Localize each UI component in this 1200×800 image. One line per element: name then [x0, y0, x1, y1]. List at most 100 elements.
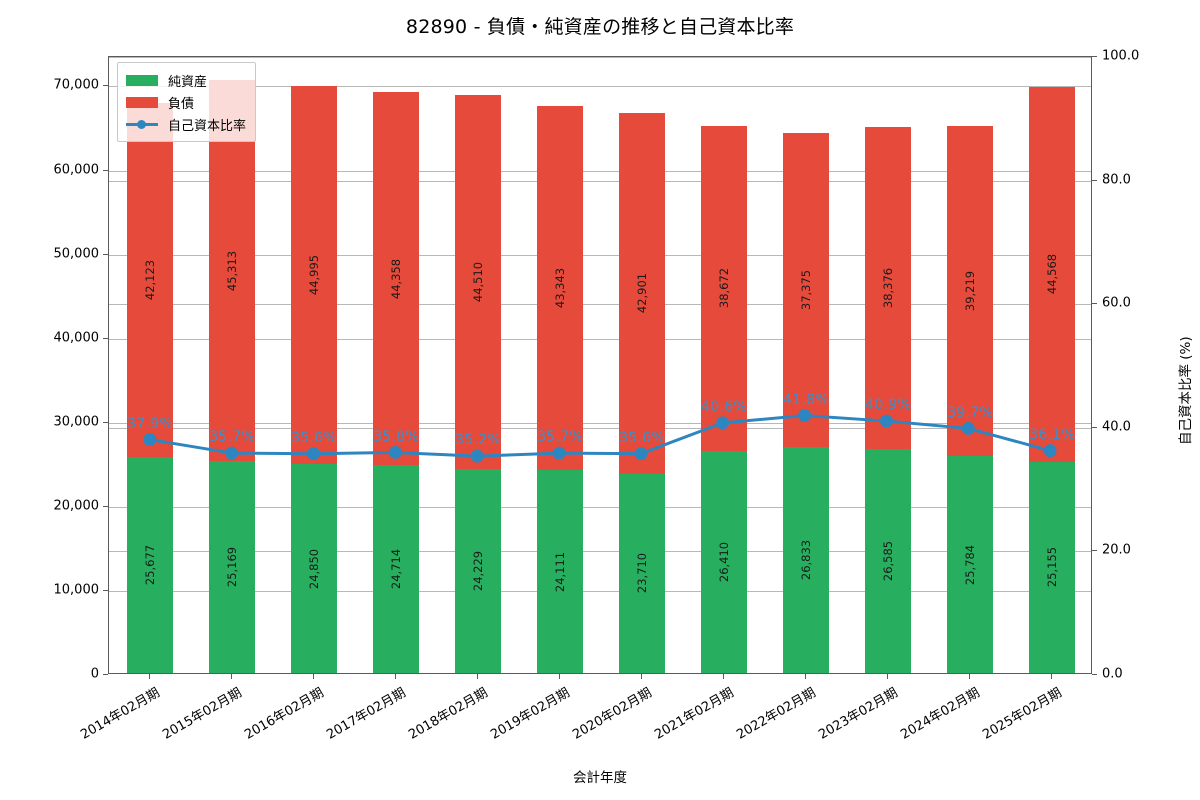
y-axis-left-tick — [103, 421, 108, 423]
bar-group[interactable]: 23,710 42,901 — [619, 55, 665, 673]
bar-group[interactable]: 26,833 37,375 — [783, 55, 829, 673]
bar-segment-equity[interactable]: 24,229 — [455, 469, 501, 673]
y-axis-left-tick-label: 20,000 — [53, 498, 100, 514]
gridline — [109, 506, 1091, 508]
bar-segment-liabilities[interactable]: 38,672 — [701, 125, 747, 451]
bar-group[interactable]: 25,169 45,313 — [209, 55, 255, 673]
x-axis-tick — [313, 674, 314, 679]
y-axis-right-tick — [1092, 674, 1097, 675]
bar-segment-equity[interactable]: 23,710 — [619, 473, 665, 673]
bar-value-label: 43,343 — [552, 267, 567, 309]
y-axis-right-tick-label: 20.0 — [1102, 542, 1131, 558]
gridline — [109, 57, 1091, 58]
bar-value-label: 45,313 — [224, 250, 239, 291]
y-axis-right-tick-label: 40.0 — [1102, 419, 1131, 435]
y-axis-right-tick — [1092, 303, 1097, 305]
bar-value-label: 44,995 — [306, 254, 321, 296]
bar-value-label: 44,358 — [388, 258, 403, 299]
legend-swatch-icon — [126, 96, 158, 108]
bar-segment-equity[interactable]: 26,410 — [701, 450, 747, 673]
gridline — [109, 254, 1091, 256]
bar-segment-equity[interactable]: 26,833 — [783, 447, 829, 673]
legend-item-label: 純資産 — [168, 74, 208, 90]
bar-segment-liabilities[interactable]: 44,995 — [291, 85, 337, 465]
y-axis-left-tick — [103, 85, 108, 87]
y-axis-right-tick-label: 0.0 — [1102, 666, 1123, 682]
legend-swatch-icon — [126, 74, 158, 86]
x-axis-tick — [395, 674, 396, 679]
bar-segment-equity[interactable]: 25,155 — [1029, 461, 1075, 673]
bar-value-label: 23,710 — [634, 553, 649, 594]
bar-segment-equity[interactable]: 25,169 — [209, 461, 255, 673]
bar-segment-liabilities[interactable]: 45,313 — [209, 80, 255, 462]
bar-group[interactable]: 24,850 44,995 — [291, 55, 337, 673]
bar-segment-liabilities[interactable]: 43,343 — [537, 105, 583, 471]
chart-legend: 純資産負債 自己資本比率 — [117, 62, 257, 142]
bar-value-label: 42,123 — [142, 259, 157, 301]
bar-value-label: 26,410 — [716, 541, 731, 583]
y-axis-left-tick — [103, 337, 108, 339]
bar-segment-liabilities[interactable]: 39,219 — [947, 126, 993, 457]
bar-value-label: 26,833 — [798, 540, 813, 581]
y-axis-left-tick-label: 50,000 — [53, 246, 100, 262]
x-axis-tick — [559, 674, 560, 679]
bar-value-label: 39,219 — [962, 271, 977, 312]
bar-segment-liabilities[interactable]: 44,510 — [455, 95, 501, 470]
y-axis-left-tick-label: 70,000 — [53, 77, 100, 93]
y-axis-left-tick-label: 40,000 — [53, 330, 100, 346]
legend-item-label: 負債 — [168, 96, 195, 112]
bar-group[interactable]: 26,585 38,376 — [865, 55, 911, 673]
x-axis-title: 会計年度 — [573, 770, 627, 786]
bar-segment-equity[interactable]: 24,714 — [373, 465, 419, 673]
x-axis-tick — [805, 674, 806, 679]
bar-segment-equity[interactable]: 24,111 — [537, 470, 583, 673]
bar-value-label: 25,677 — [142, 544, 157, 586]
bar-group[interactable]: 24,714 44,358 — [373, 55, 419, 673]
bar-segment-liabilities[interactable]: 37,375 — [783, 133, 829, 448]
y-axis-left-tick — [103, 505, 108, 507]
y-axis-right-tick-label: 60.0 — [1102, 295, 1131, 311]
gridline — [109, 180, 1091, 182]
y-axis-right-tick — [1092, 426, 1097, 428]
bar-segment-liabilities[interactable]: 38,376 — [865, 126, 911, 450]
y-axis-left-tick-label: 10,000 — [53, 582, 100, 598]
bar-group[interactable]: 26,410 38,672 — [701, 55, 747, 673]
bar-value-label: 38,376 — [880, 268, 895, 309]
bar-group[interactable]: 24,111 43,343 — [537, 55, 583, 673]
bars-layer: 25,677 42,123 25,169 45,313 24,850 44,995 24,7… — [109, 57, 1091, 673]
bar-value-label: 44,568 — [1044, 254, 1059, 295]
legend-line-icon — [126, 118, 158, 130]
legend-item[interactable]: 負債 — [126, 91, 246, 113]
y-axis-left-tick — [103, 674, 108, 675]
y-axis-left-tick — [103, 589, 108, 591]
bar-segment-liabilities[interactable]: 42,901 — [619, 112, 665, 474]
bar-segment-liabilities[interactable]: 44,568 — [1029, 86, 1075, 462]
bar-segment-liabilities[interactable]: 44,358 — [373, 92, 419, 466]
bar-value-label: 24,714 — [388, 548, 403, 590]
bar-group[interactable]: 25,784 39,219 — [947, 55, 993, 673]
bar-value-label: 25,155 — [1044, 547, 1059, 588]
y-axis-left-tick-label: 0 — [90, 666, 99, 682]
bar-value-label: 25,169 — [224, 547, 239, 588]
bar-group[interactable]: 24,229 44,510 — [455, 55, 501, 673]
bar-segment-equity[interactable]: 26,585 — [865, 449, 911, 673]
y-axis-right-tick-label: 80.0 — [1102, 172, 1131, 188]
bar-segment-equity[interactable]: 25,784 — [947, 456, 993, 673]
bar-segment-equity[interactable]: 24,850 — [291, 464, 337, 673]
gridline — [109, 170, 1091, 172]
y-axis-right-tick — [1092, 179, 1097, 181]
chart-title: 82890 - 負債・純資産の推移と自己資本比率 — [405, 16, 795, 38]
y-axis-left-tick-label: 30,000 — [53, 414, 100, 430]
x-axis-tick — [231, 674, 232, 679]
bar-group[interactable]: 25,155 44,568 — [1029, 55, 1075, 673]
bar-segment-equity[interactable]: 25,677 — [127, 457, 173, 673]
bar-value-label: 44,510 — [470, 262, 485, 303]
legend-item[interactable]: 純資産 — [126, 69, 246, 91]
y-axis-right-tick — [1092, 56, 1097, 57]
x-axis-tick — [1051, 674, 1052, 679]
y-axis-left-tick-label: 60,000 — [53, 162, 100, 177]
bar-segment-liabilities[interactable]: 42,123 — [127, 102, 173, 458]
bar-group[interactable]: 25,677 42,123 — [127, 55, 173, 673]
legend-item[interactable]: 自己資本比率 — [126, 113, 246, 135]
